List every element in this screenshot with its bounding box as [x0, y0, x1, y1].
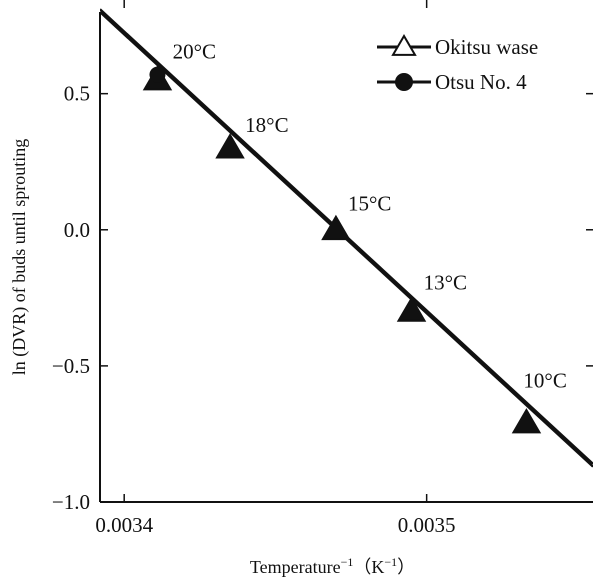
- y-tick-label: −1.0: [52, 490, 90, 514]
- marker-series-1-point-0: [149, 66, 166, 83]
- x-axis-title-unit-close: ）: [397, 557, 415, 577]
- x-axis-title-unit: （K: [353, 557, 384, 577]
- y-axis-title: ln (DVR) of buds until sprouting: [9, 139, 30, 376]
- marker-series-0-point-3: [396, 296, 427, 322]
- annotations: 20°C 18°C 15°C 13°C 10°C: [173, 39, 567, 392]
- annotation-label: 10°C: [523, 369, 566, 393]
- x-tick-label: 0.0034: [95, 513, 153, 537]
- annotation-label: 13°C: [424, 271, 467, 295]
- y-tick-label: 0.0: [64, 218, 90, 242]
- x-tick-label: 0.0035: [398, 513, 456, 537]
- y-tick-label: 0.5: [64, 82, 90, 106]
- legend: Okitsu wase Otsu No. 4: [377, 34, 538, 94]
- axes: −1.0 −0.5 0.0 0.5 0.0034 0.0035 ln (DVR) of bu…: [9, 0, 593, 577]
- legend-label-1: Otsu No. 4: [435, 70, 527, 94]
- data-markers: [142, 65, 542, 434]
- marker-series-0-point-1: [215, 133, 245, 159]
- y-tick-label: −0.5: [52, 354, 90, 378]
- legend-marker-1: [395, 73, 413, 91]
- annotation-label: 18°C: [245, 113, 288, 137]
- annotation-label: 20°C: [173, 39, 216, 63]
- marker-series-0-point-2: [321, 214, 351, 241]
- x-axis-title: Temperature−1（K−1）: [250, 555, 415, 577]
- marker-series-0-point-4: [511, 408, 542, 434]
- x-axis-title-unit-exp: −1: [384, 555, 397, 569]
- x-axis-title-main: Temperature: [250, 557, 341, 577]
- annotation-label: 15°C: [348, 192, 391, 216]
- legend-marker-0: [391, 34, 417, 56]
- x-axis-title-exp: −1: [341, 555, 354, 569]
- legend-label-0: Okitsu wase: [435, 35, 538, 59]
